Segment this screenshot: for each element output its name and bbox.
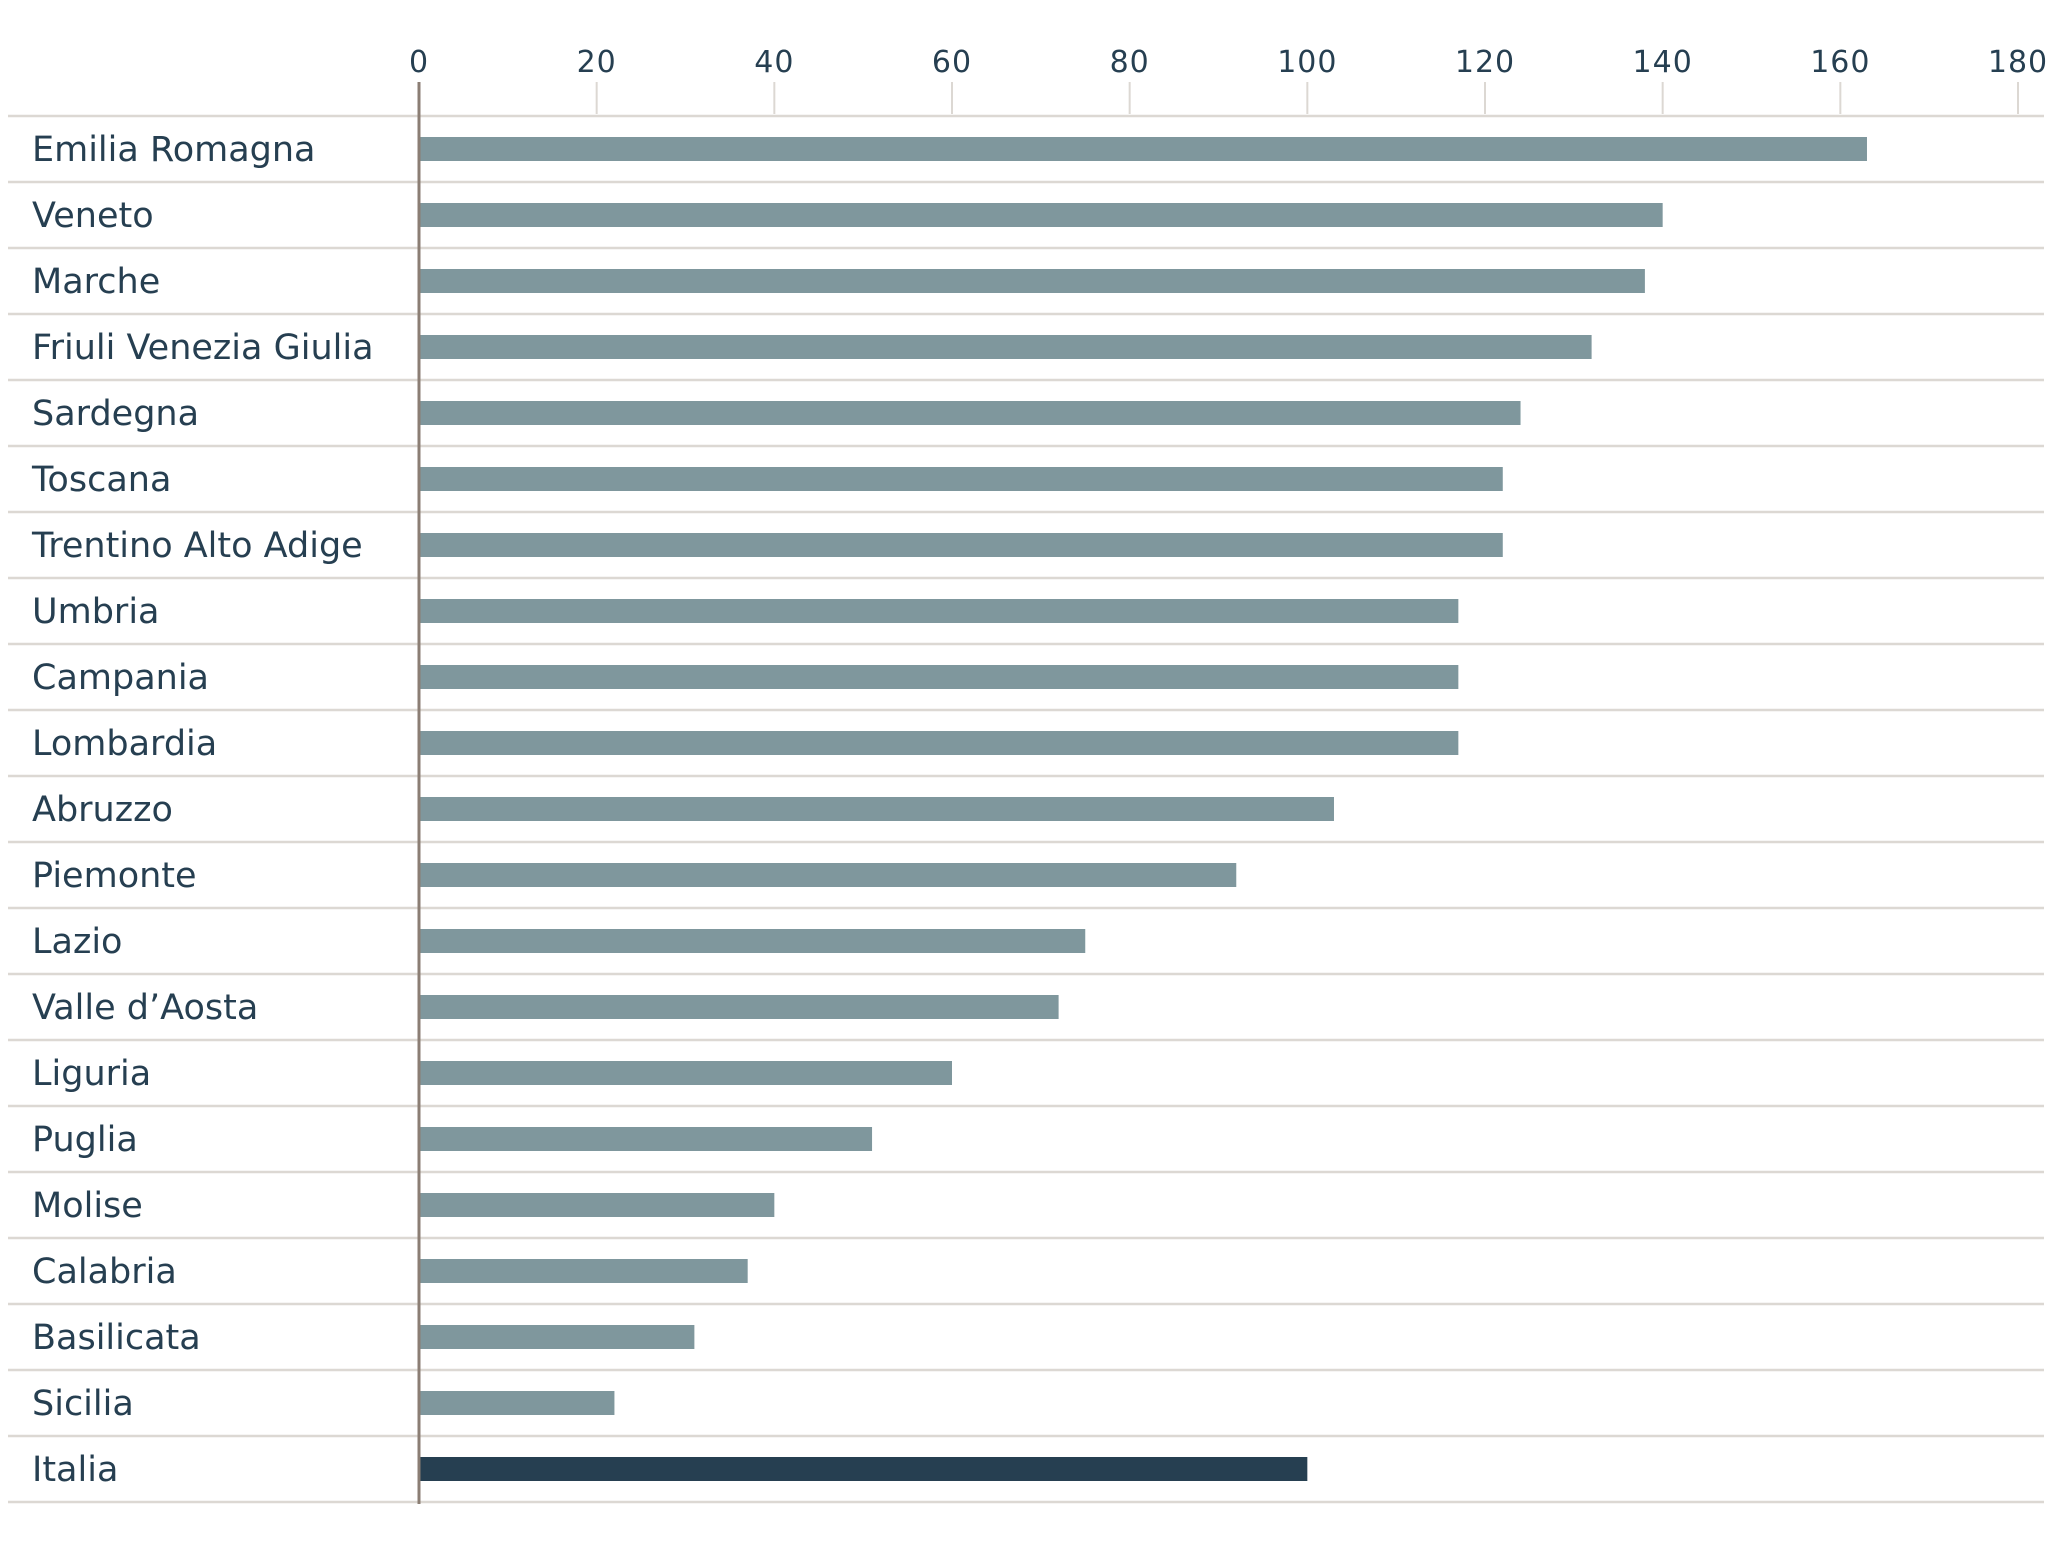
category-label: Valle d’Aosta: [32, 988, 258, 1028]
bar: [419, 1259, 748, 1283]
category-label: Abruzzo: [32, 790, 173, 830]
x-tick-label: 40: [754, 45, 794, 80]
bar: [419, 731, 1459, 755]
bar: [419, 401, 1521, 425]
category-label: Lombardia: [32, 724, 217, 764]
bar: [419, 203, 1663, 227]
category-labels: Emilia Romagna Veneto Marche Friuli Venezia…: [31, 130, 374, 1490]
bar: [419, 1193, 775, 1217]
bars: [419, 137, 1867, 1481]
bar: [419, 467, 1503, 491]
category-label: Basilicata: [32, 1318, 201, 1358]
category-label: Friuli Venezia Giulia: [32, 328, 374, 368]
bar: [419, 929, 1086, 953]
category-label: Umbria: [32, 592, 160, 632]
category-label: Toscana: [31, 460, 171, 500]
bar: [419, 1325, 695, 1349]
bar: [419, 797, 1334, 821]
bar: [419, 1391, 615, 1415]
category-label: Liguria: [32, 1054, 151, 1094]
category-label: Emilia Romagna: [32, 130, 316, 170]
row-dividers: [8, 114, 2044, 1504]
x-tick-label: 180: [1988, 45, 2048, 80]
x-tick-label: 80: [1110, 45, 1150, 80]
category-label: Sicilia: [32, 1384, 134, 1424]
category-label: Puglia: [32, 1120, 138, 1160]
x-tick-labels: 0 20 40 60 80 100 120 140 160 180: [409, 45, 2048, 80]
bar: [419, 1061, 952, 1085]
x-tick-label: 20: [577, 45, 617, 80]
x-tick-label: 60: [932, 45, 972, 80]
bar: [419, 599, 1459, 623]
bar: [419, 137, 1867, 161]
bar: [419, 995, 1059, 1019]
category-label: Trentino Alto Adige: [31, 526, 363, 566]
category-label: Molise: [32, 1186, 143, 1226]
bar: [419, 665, 1459, 689]
bar: [419, 863, 1237, 887]
x-tick-label: 140: [1633, 45, 1693, 80]
category-label: Marche: [32, 262, 160, 302]
bar: [419, 1457, 1308, 1481]
bar: [419, 269, 1645, 293]
x-tick-label: 0: [409, 45, 429, 80]
category-label: Campania: [32, 658, 209, 698]
category-label: Sardegna: [32, 394, 199, 434]
x-tick-label: 160: [1810, 45, 1870, 80]
gridlines: [595, 82, 2019, 114]
x-tick-label: 100: [1277, 45, 1337, 80]
category-label: Veneto: [32, 196, 154, 236]
category-label: Lazio: [32, 922, 122, 962]
bar: [419, 533, 1503, 557]
category-label: Piemonte: [32, 856, 197, 896]
bar: [419, 1127, 873, 1151]
bar: [419, 335, 1592, 359]
category-label: Calabria: [32, 1252, 177, 1292]
category-label: Italia: [32, 1450, 118, 1490]
x-tick-label: 120: [1455, 45, 1515, 80]
